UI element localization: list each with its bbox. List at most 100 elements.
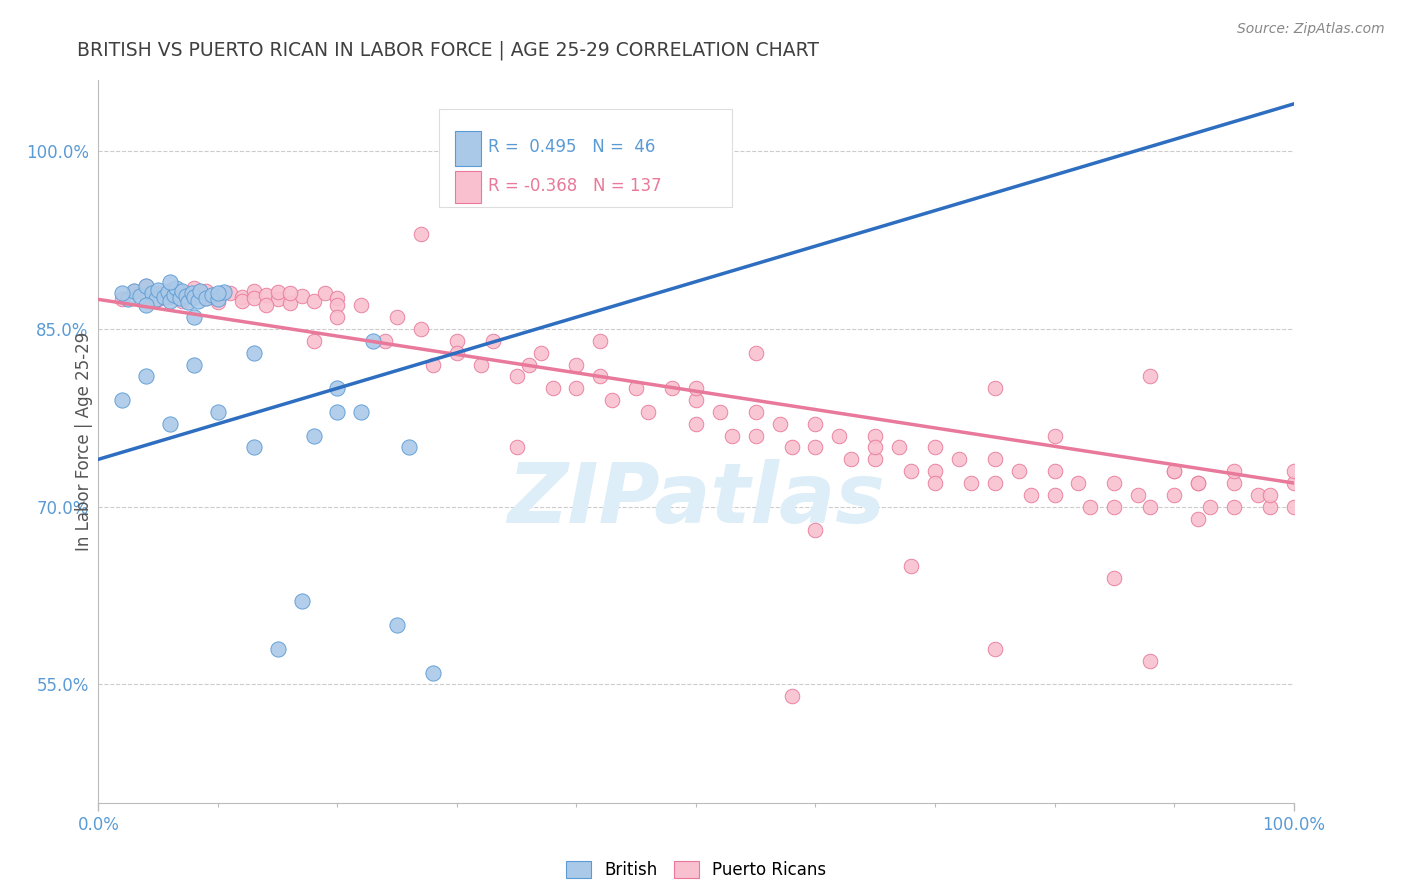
Point [350, 298, 373, 312]
FancyBboxPatch shape [454, 170, 481, 203]
FancyBboxPatch shape [439, 109, 733, 207]
Point [243, 284, 266, 298]
Point [446, 334, 468, 348]
Point [1139, 500, 1161, 514]
Point [745, 405, 768, 419]
Point [231, 293, 253, 308]
Point [156, 285, 179, 300]
Text: R =  0.495   N =  46: R = 0.495 N = 46 [488, 138, 655, 156]
Point [900, 558, 922, 573]
Point [174, 289, 197, 303]
Point [517, 358, 540, 372]
Point [422, 358, 444, 372]
Point [924, 441, 946, 455]
Point [326, 405, 349, 419]
Point [315, 286, 337, 301]
Point [183, 280, 205, 294]
Point [212, 285, 235, 300]
Point [135, 369, 157, 384]
Point [159, 275, 181, 289]
Point [124, 284, 146, 298]
Point [768, 417, 790, 431]
Point [984, 641, 1007, 656]
Point [302, 428, 325, 442]
Point [117, 293, 139, 307]
Point [1282, 464, 1305, 478]
Point [207, 294, 229, 309]
Point [111, 286, 134, 301]
Point [302, 334, 325, 348]
Point [385, 618, 409, 632]
Point [984, 452, 1007, 467]
Point [709, 405, 731, 419]
Point [195, 291, 218, 305]
Point [1187, 475, 1209, 490]
Point [267, 293, 290, 307]
Point [135, 279, 157, 293]
Point [1008, 464, 1031, 478]
Point [201, 287, 224, 301]
Point [145, 293, 167, 307]
Point [565, 381, 588, 395]
Point [685, 381, 707, 395]
Point [363, 334, 385, 348]
Point [1282, 475, 1305, 490]
Point [183, 310, 205, 325]
Point [721, 428, 744, 442]
Point [1258, 500, 1281, 514]
Point [163, 287, 186, 301]
Point [1258, 488, 1281, 502]
Point [1043, 428, 1066, 442]
Point [148, 293, 170, 307]
Point [207, 293, 229, 307]
Point [626, 381, 648, 395]
Point [889, 441, 911, 455]
FancyBboxPatch shape [454, 131, 481, 166]
Point [398, 441, 420, 455]
Point [1139, 654, 1161, 668]
Text: Source: ZipAtlas.com: Source: ZipAtlas.com [1237, 22, 1385, 37]
Point [1187, 475, 1209, 490]
Point [924, 475, 946, 490]
Point [1199, 500, 1222, 514]
Point [984, 381, 1007, 395]
Point [243, 441, 266, 455]
Point [780, 689, 803, 703]
Point [1080, 500, 1102, 514]
Point [148, 283, 170, 297]
Point [278, 296, 301, 310]
Point [804, 417, 827, 431]
Point [153, 290, 176, 304]
Point [135, 289, 157, 303]
Point [411, 227, 433, 242]
Point [602, 393, 624, 408]
Point [589, 334, 612, 348]
Point [207, 405, 229, 419]
Point [1282, 500, 1305, 514]
Point [1163, 488, 1185, 502]
Point [1163, 464, 1185, 478]
Point [187, 293, 209, 308]
Point [685, 417, 707, 431]
Text: R = -0.368   N = 137: R = -0.368 N = 137 [488, 178, 662, 195]
Point [470, 358, 492, 372]
Point [124, 284, 146, 298]
Point [745, 428, 768, 442]
Point [984, 475, 1007, 490]
Point [685, 393, 707, 408]
Point [302, 293, 325, 308]
Point [1139, 369, 1161, 384]
Point [1223, 464, 1246, 478]
Point [111, 293, 134, 307]
Point [841, 452, 863, 467]
Point [1043, 464, 1066, 478]
Point [1067, 475, 1090, 490]
Point [530, 345, 553, 359]
Point [159, 417, 181, 431]
Point [589, 369, 612, 384]
Point [541, 381, 564, 395]
Text: ZIPatlas: ZIPatlas [508, 458, 884, 540]
Point [1104, 475, 1126, 490]
Point [177, 294, 200, 309]
Point [865, 428, 887, 442]
